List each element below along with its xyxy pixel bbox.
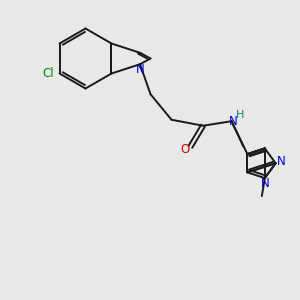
Text: H: H bbox=[236, 110, 245, 120]
Text: O: O bbox=[180, 142, 190, 156]
Text: N: N bbox=[136, 63, 144, 76]
Text: N: N bbox=[277, 155, 285, 168]
Text: N: N bbox=[260, 177, 269, 190]
Text: Cl: Cl bbox=[42, 67, 54, 80]
Text: N: N bbox=[229, 115, 237, 128]
